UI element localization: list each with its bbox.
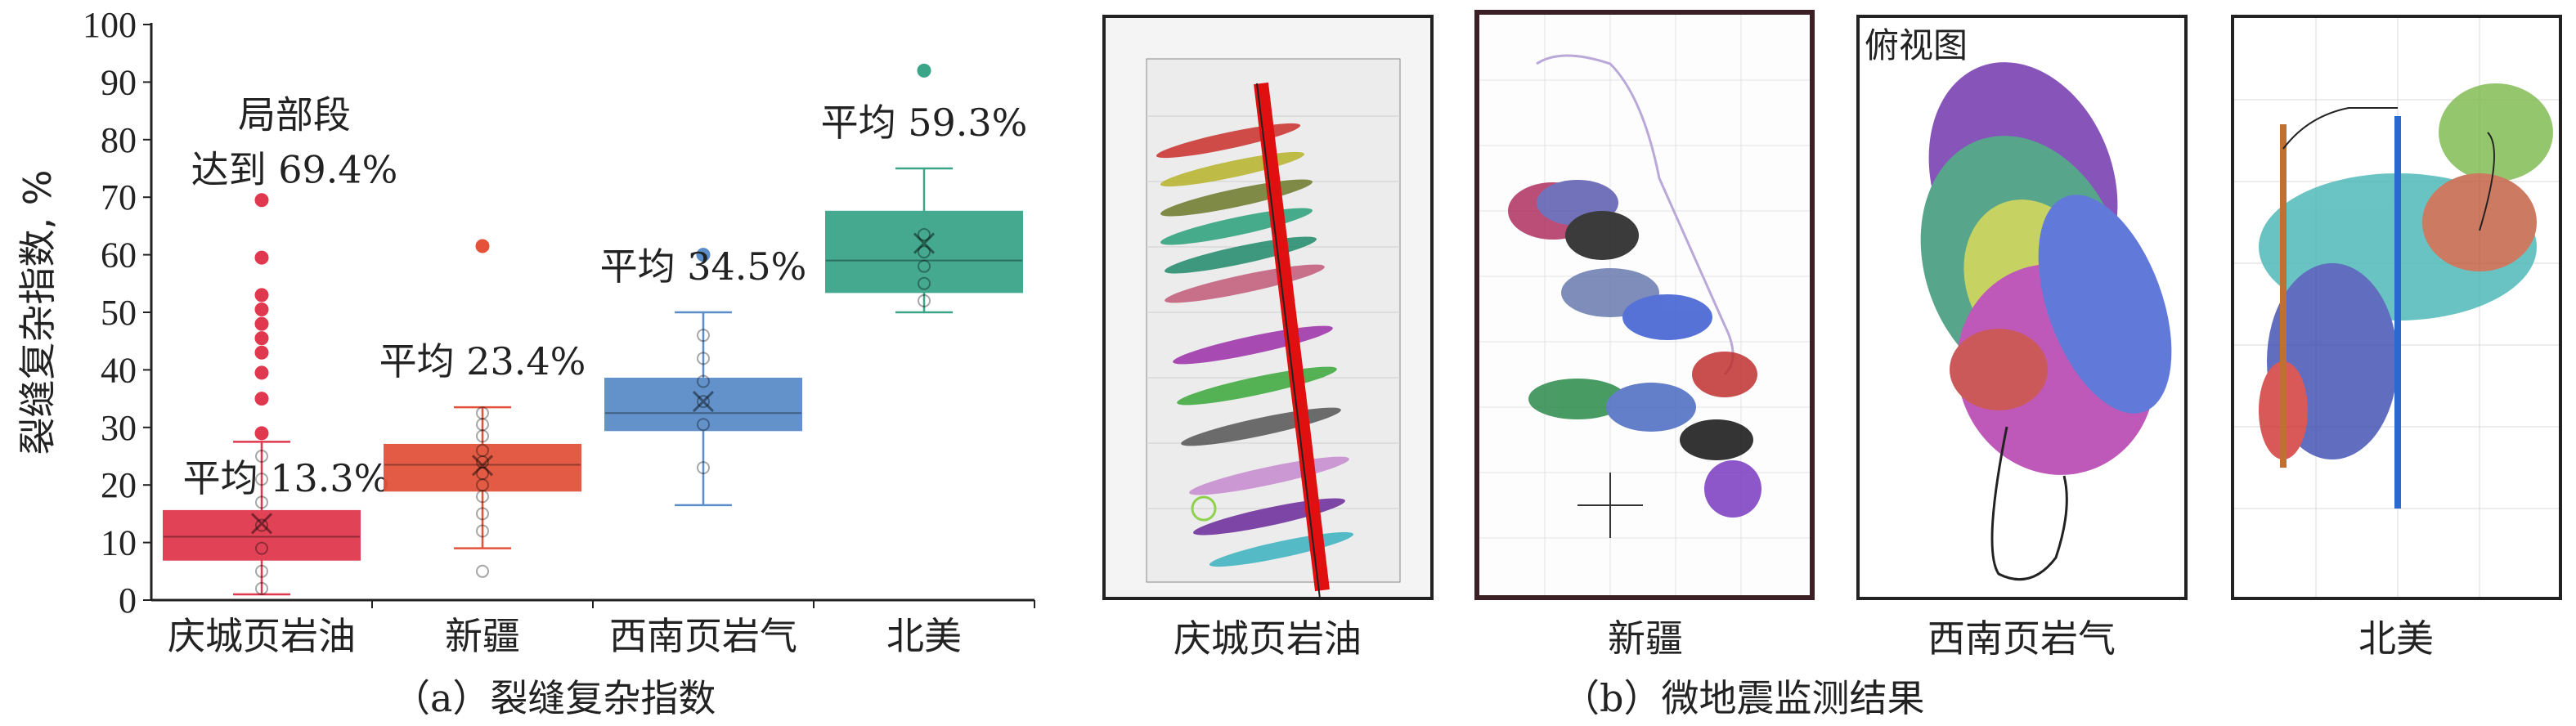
box-0 bbox=[163, 509, 361, 561]
caption-a: （a）裂缝复杂指数 bbox=[393, 676, 716, 720]
local-annotation-line1: 局部段 bbox=[238, 93, 351, 137]
data-point bbox=[918, 276, 931, 290]
outlier-point bbox=[254, 426, 269, 441]
mean-marker bbox=[692, 391, 715, 413]
outlier-point bbox=[254, 331, 269, 346]
data-point bbox=[476, 478, 489, 492]
panel-label-xinjiang: 新疆 bbox=[1608, 616, 1683, 661]
outlier-point bbox=[254, 316, 269, 331]
data-point bbox=[476, 564, 489, 578]
y-axis-label: 裂缝复杂指数, % bbox=[16, 170, 60, 455]
y-tick-label: 90 bbox=[101, 62, 137, 102]
data-point bbox=[918, 227, 931, 241]
y-tick-label: 30 bbox=[101, 408, 137, 448]
x-tick-label: 西南页岩气 bbox=[609, 614, 797, 658]
y-tick-label: 60 bbox=[101, 235, 137, 276]
outlier-point bbox=[254, 288, 269, 302]
panel-label-north-america: 北美 bbox=[2358, 616, 2434, 661]
data-point bbox=[918, 245, 931, 259]
caption-b: （b）微地震监测结果 bbox=[1562, 676, 1925, 720]
panel-north-america bbox=[2231, 15, 2562, 600]
mean-annotation: 平均 13.3% bbox=[183, 456, 390, 500]
outlier-point bbox=[254, 345, 269, 360]
data-point bbox=[255, 495, 268, 509]
data-point bbox=[476, 406, 489, 420]
y-tick-label: 10 bbox=[101, 523, 137, 563]
panel-label-qingcheng: 庆城页岩油 bbox=[1174, 616, 1362, 661]
data-point bbox=[697, 352, 710, 365]
mean-marker bbox=[250, 513, 273, 535]
panel-qingcheng bbox=[1102, 15, 1434, 600]
x-tick-label: 新疆 bbox=[445, 614, 520, 658]
box-1 bbox=[384, 443, 581, 492]
mean-marker bbox=[471, 455, 494, 477]
mean-annotation: 平均 23.4% bbox=[379, 339, 586, 383]
panel-label-southwest: 西南页岩气 bbox=[1928, 616, 2116, 661]
y-tick-label: 0 bbox=[119, 580, 137, 621]
outlier-point bbox=[254, 365, 269, 380]
data-point bbox=[255, 518, 268, 532]
x-tick-label: 北美 bbox=[886, 614, 962, 658]
data-point bbox=[697, 329, 710, 343]
top-view-label: 俯视图 bbox=[1865, 25, 1968, 65]
box-2 bbox=[604, 377, 802, 432]
y-tick-label: 40 bbox=[101, 350, 137, 390]
x-tick-label: 庆城页岩油 bbox=[168, 614, 356, 658]
y-tick-label: 20 bbox=[101, 465, 137, 505]
outlier-point bbox=[475, 239, 490, 253]
data-point bbox=[697, 418, 710, 432]
data-point bbox=[476, 524, 489, 538]
box-plot-chart: 0 10 20 30 40 50 60 70 80 90 100 裂缝复杂指数, % 庆城页岩油 新疆 西南… bbox=[16, 5, 1035, 658]
data-point bbox=[697, 461, 710, 475]
mean-marker bbox=[913, 232, 936, 254]
data-point bbox=[255, 541, 268, 555]
data-point bbox=[476, 467, 489, 481]
microseismic-image-north-america bbox=[2234, 18, 2559, 597]
microseismic-image-xinjiang bbox=[1479, 15, 1810, 595]
data-point bbox=[476, 418, 489, 432]
outlier-point bbox=[917, 63, 931, 78]
local-annotation-line2: 达到 69.4% bbox=[191, 148, 398, 192]
outlier-point bbox=[696, 248, 711, 262]
data-point bbox=[476, 455, 489, 469]
data-point bbox=[476, 490, 489, 504]
data-point bbox=[697, 395, 710, 409]
data-point bbox=[255, 473, 268, 486]
microseismic-image-southwest bbox=[1920, 62, 2172, 581]
y-tick-label: 80 bbox=[101, 120, 137, 160]
mean-annotation: 平均 34.5% bbox=[600, 244, 807, 289]
y-tick-label: 100 bbox=[83, 5, 137, 45]
outlier-point bbox=[254, 302, 269, 316]
outlier-point bbox=[254, 193, 269, 208]
data-point bbox=[476, 507, 489, 521]
mean-annotation: 平均 59.3% bbox=[821, 101, 1028, 145]
data-point bbox=[255, 581, 268, 595]
data-point bbox=[918, 294, 931, 307]
data-point bbox=[476, 429, 489, 443]
panel-xinjiang bbox=[1474, 10, 1815, 600]
y-tick-label: 70 bbox=[101, 177, 137, 217]
microseismic-image-qingcheng bbox=[1146, 58, 1401, 597]
data-point bbox=[697, 374, 710, 388]
box-3 bbox=[825, 210, 1023, 294]
panel-southwest: 俯视图 bbox=[1856, 15, 2188, 600]
outlier-point bbox=[254, 250, 269, 265]
y-tick-label: 50 bbox=[101, 293, 137, 333]
outlier-point bbox=[254, 392, 269, 406]
data-point bbox=[255, 450, 268, 463]
data-point bbox=[918, 259, 931, 273]
data-point bbox=[255, 564, 268, 578]
data-point bbox=[476, 443, 489, 457]
